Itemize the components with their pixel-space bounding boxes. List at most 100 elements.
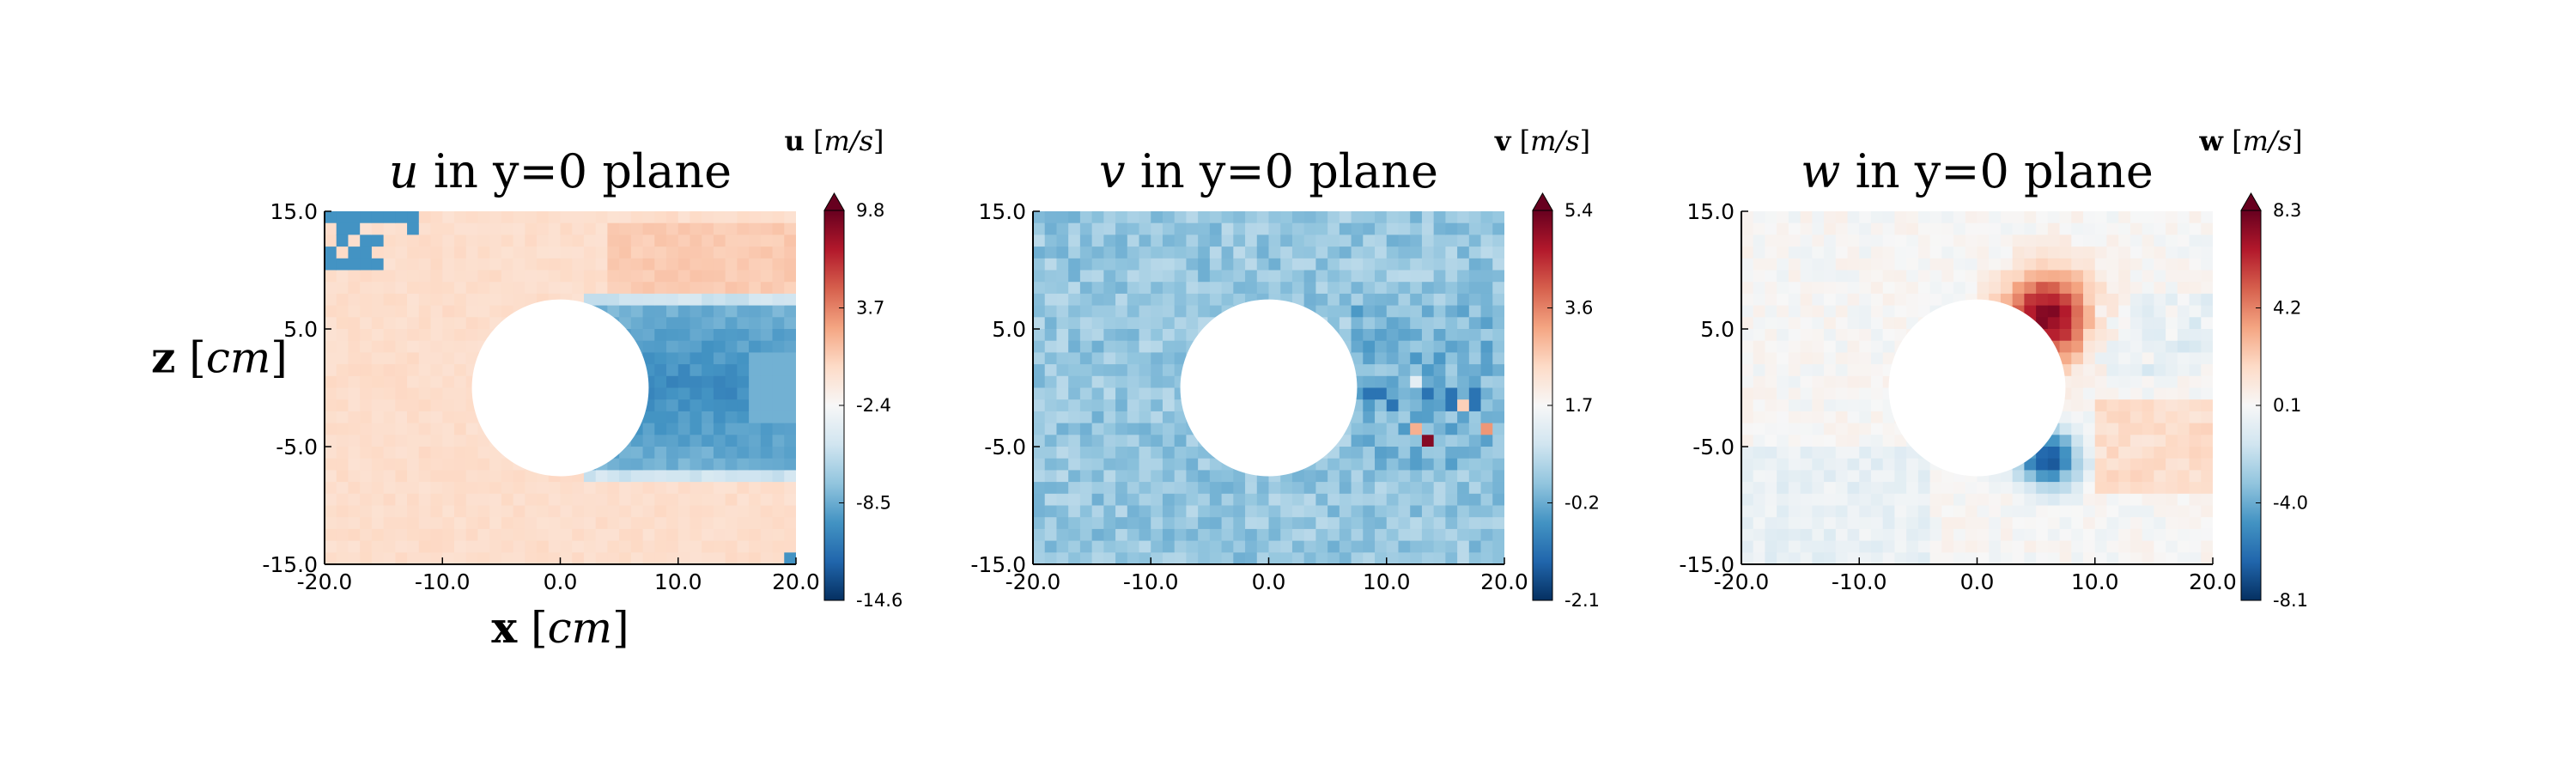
heatmap-cell xyxy=(2154,423,2166,435)
heatmap-cell xyxy=(1044,447,1058,460)
heatmap-cell xyxy=(1315,528,1328,542)
heatmap-cell xyxy=(1433,329,1446,342)
heatmap-cell xyxy=(1068,387,1081,400)
heatmap-cell xyxy=(1800,234,1813,247)
heatmap-cell xyxy=(489,540,502,553)
heatmap-cell xyxy=(1741,305,1754,318)
heatmap-cell xyxy=(1835,270,1849,283)
heatmap-cell xyxy=(642,352,655,365)
heatmap-cell xyxy=(760,222,774,235)
heatmap-cell xyxy=(1162,528,1176,542)
heatmap-cell xyxy=(760,447,774,460)
heatmap-cell xyxy=(465,282,479,295)
heatmap-cell xyxy=(1468,305,1482,318)
heatmap-cell xyxy=(1033,364,1046,377)
heatmap-cell xyxy=(1209,540,1223,553)
heatmap-cell xyxy=(737,423,750,435)
heatmap-cell xyxy=(1198,482,1211,495)
heatmap-cell xyxy=(772,211,785,224)
heatmap-cell xyxy=(371,293,385,307)
heatmap-cell xyxy=(1151,305,1163,318)
heatmap-cell xyxy=(1965,282,1978,295)
heatmap-cell xyxy=(395,552,408,564)
heatmap-cell xyxy=(1363,222,1376,235)
heatmap-cell xyxy=(572,493,585,507)
heatmap-cell xyxy=(1917,458,1931,471)
heatmap-cell xyxy=(348,375,361,389)
heatmap-cell xyxy=(383,364,396,377)
heatmap-cell xyxy=(1882,552,1896,564)
heatmap-cell xyxy=(2166,317,2178,330)
heatmap-cell xyxy=(1033,247,1046,259)
heatmap-cell xyxy=(2059,470,2072,483)
x-tick-label: 0.0 xyxy=(1960,569,1995,594)
heatmap-cell xyxy=(407,505,420,518)
heatmap-cell xyxy=(677,329,691,342)
heatmap-cell xyxy=(2059,482,2072,495)
heatmap-cell xyxy=(1339,528,1352,542)
heatmap-cell xyxy=(1433,552,1446,564)
heatmap-cell xyxy=(2166,447,2178,460)
heatmap-cell xyxy=(1280,211,1293,224)
heatmap-cell xyxy=(1375,293,1388,307)
heatmap-cell xyxy=(525,528,538,542)
heatmap-cell xyxy=(336,540,349,553)
heatmap-cell xyxy=(1457,234,1470,247)
heatmap-cell xyxy=(1245,517,1258,530)
heatmap-cell xyxy=(1115,493,1128,507)
heatmap-cell xyxy=(690,411,702,424)
heatmap-cell xyxy=(772,234,785,247)
heatmap-cell xyxy=(1174,552,1188,564)
heatmap-cell xyxy=(371,234,385,247)
heatmap-cell xyxy=(325,387,337,400)
heatmap-cell xyxy=(2201,447,2213,460)
heatmap-cell xyxy=(1894,305,1907,318)
heatmap-cell xyxy=(1221,505,1234,518)
heatmap-cell xyxy=(2177,364,2190,377)
heatmap-cell xyxy=(1315,540,1328,553)
heatmap-cell xyxy=(360,435,373,447)
colorbar-tick-label: -0.2 xyxy=(1564,493,1600,514)
heatmap-cell xyxy=(784,270,796,283)
heatmap-cell xyxy=(1103,211,1116,224)
heatmap-cell xyxy=(1127,305,1140,318)
heatmap-cell xyxy=(1068,211,1081,224)
heatmap-cell xyxy=(2118,411,2131,424)
heatmap-cell xyxy=(1835,282,1849,295)
heatmap-cell xyxy=(1351,293,1364,307)
heatmap-cell xyxy=(1457,340,1470,353)
heatmap-cell xyxy=(1221,247,1234,259)
heatmap-cell xyxy=(725,317,738,330)
heatmap-cell xyxy=(1765,352,1777,365)
heatmap-cell xyxy=(1339,258,1352,271)
heatmap-cell xyxy=(1044,293,1058,307)
heatmap-cell xyxy=(784,482,796,495)
heatmap-cell xyxy=(560,234,573,247)
heatmap-cell xyxy=(690,222,702,235)
heatmap-cell xyxy=(2166,399,2178,412)
heatmap-cell xyxy=(1800,364,1813,377)
heatmap-cell xyxy=(2142,528,2154,542)
heatmap-cell xyxy=(1765,222,1777,235)
heatmap-cell xyxy=(772,352,785,365)
heatmap-cell xyxy=(1162,258,1176,271)
heatmap-cell xyxy=(1847,458,1860,471)
heatmap-cell xyxy=(1103,234,1116,247)
heatmap-cell xyxy=(1327,528,1340,542)
heatmap-cell xyxy=(713,399,726,412)
heatmap-cell xyxy=(619,305,632,318)
heatmap-cell xyxy=(1753,470,1766,483)
heatmap-cell xyxy=(2094,234,2108,247)
heatmap-cell xyxy=(1741,387,1754,400)
heatmap-cell xyxy=(1398,493,1411,507)
heatmap-cell xyxy=(453,517,467,530)
heatmap-cell xyxy=(1209,282,1223,295)
heatmap-cell xyxy=(630,293,644,307)
heatmap-cell xyxy=(383,517,396,530)
heatmap-cell xyxy=(677,423,691,435)
heatmap-cell xyxy=(1894,447,1907,460)
colorbar-variable: v xyxy=(1494,125,1512,157)
heatmap-cell xyxy=(1079,305,1093,318)
heatmap-cell xyxy=(1741,270,1754,283)
heatmap-cell xyxy=(477,329,490,342)
